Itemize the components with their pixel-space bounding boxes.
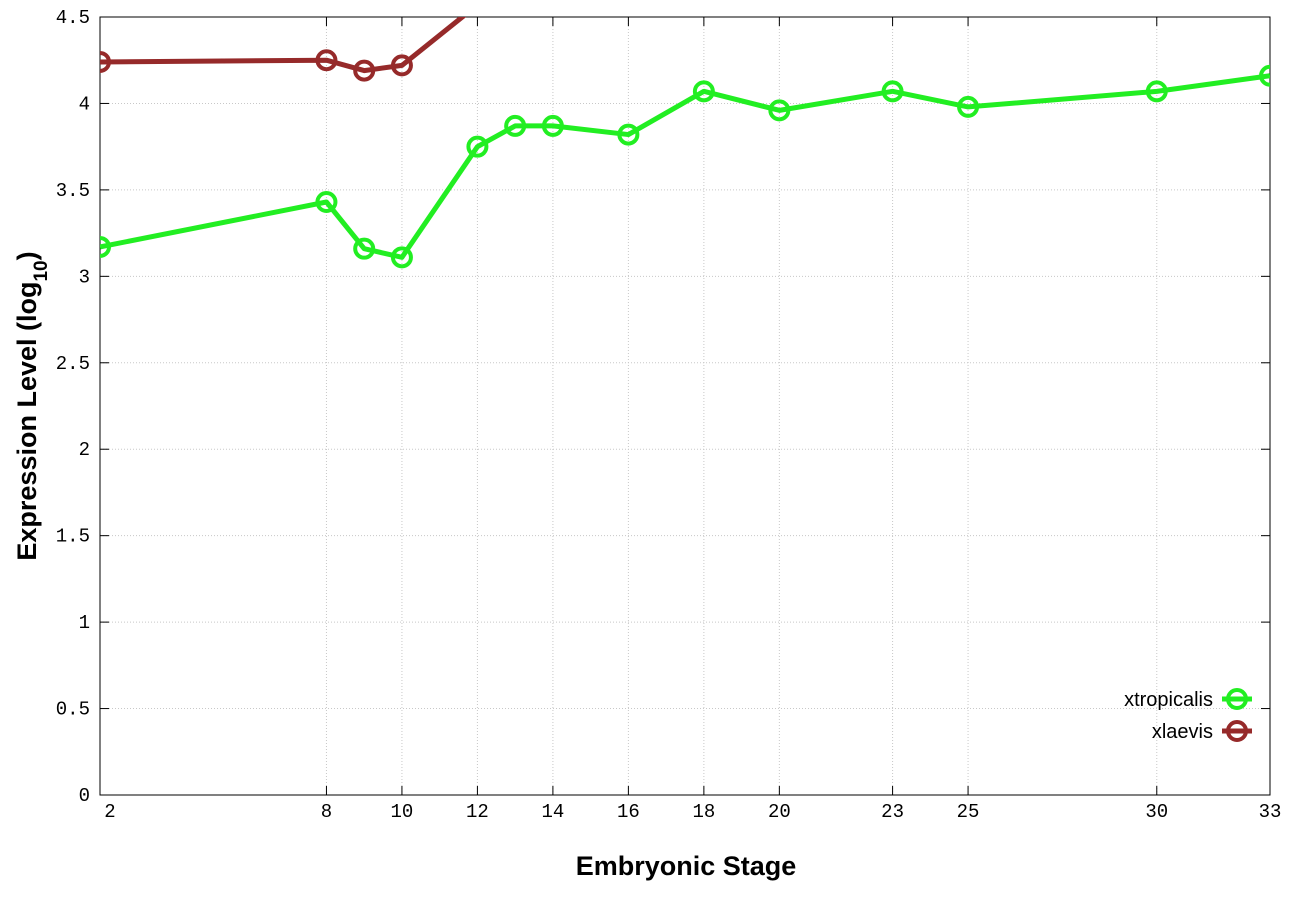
x-tick-label: 2 (104, 801, 115, 823)
y-axis-title-part: ) (12, 251, 42, 260)
y-tick-label: 4.5 (56, 7, 90, 29)
plot-area (100, 0, 1270, 269)
y-tick-label: 2 (79, 439, 90, 461)
x-tick-label: 23 (881, 801, 904, 823)
y-axis-title-part: Expression Level (log (12, 282, 42, 561)
y-tick-label: 4 (79, 93, 90, 115)
x-tick-label: 8 (321, 801, 332, 823)
y-tick-label: 1.5 (56, 526, 90, 548)
data-point (353, 59, 376, 82)
y-tick-label: 3 (79, 266, 90, 288)
x-tick-label: 30 (1145, 801, 1168, 823)
data-point (617, 123, 640, 146)
data-point (504, 114, 527, 137)
x-axis-title: Embryonic Stage (576, 851, 797, 881)
data-point (1259, 64, 1270, 87)
data-point (768, 99, 791, 122)
data-point (100, 50, 111, 73)
y-tick-label: 2.5 (56, 353, 90, 375)
x-tick-label: 33 (1259, 801, 1282, 823)
legend-label: xlaevis (1152, 721, 1213, 743)
x-tick-label: 18 (692, 801, 715, 823)
data-point (353, 237, 376, 260)
x-tick-label: 12 (466, 801, 489, 823)
data-point (100, 235, 111, 258)
x-tick-label: 14 (541, 801, 564, 823)
data-point (390, 54, 413, 77)
data-point (315, 49, 338, 72)
series-line (100, 17, 467, 74)
legend-marker (1226, 688, 1248, 710)
y-tick-label: 1 (79, 612, 90, 634)
y-axis-title-part: 10 (31, 260, 52, 281)
data-point (315, 190, 338, 213)
data-point (390, 246, 413, 269)
x-tick-label: 10 (391, 801, 414, 823)
y-tick-label: 3.5 (56, 180, 90, 202)
x-tick-label: 16 (617, 801, 640, 823)
data-point (692, 80, 715, 103)
plot-border (99, 16, 1271, 796)
legend-marker (1226, 720, 1248, 742)
series-line (100, 73, 1270, 260)
data-point (541, 114, 564, 137)
data-point (881, 80, 904, 103)
y-axis-title: Expression Level (log10) (12, 251, 52, 560)
x-tick-label: 20 (768, 801, 791, 823)
data-point (1145, 80, 1168, 103)
y-tick-label: 0 (79, 785, 90, 807)
data-point (466, 135, 489, 158)
x-tick-label: 25 (957, 801, 980, 823)
data-point (957, 95, 980, 118)
y-tick-label: 0.5 (56, 699, 90, 721)
data-point (468, 0, 486, 14)
legend-label: xtropicalis (1124, 689, 1213, 711)
